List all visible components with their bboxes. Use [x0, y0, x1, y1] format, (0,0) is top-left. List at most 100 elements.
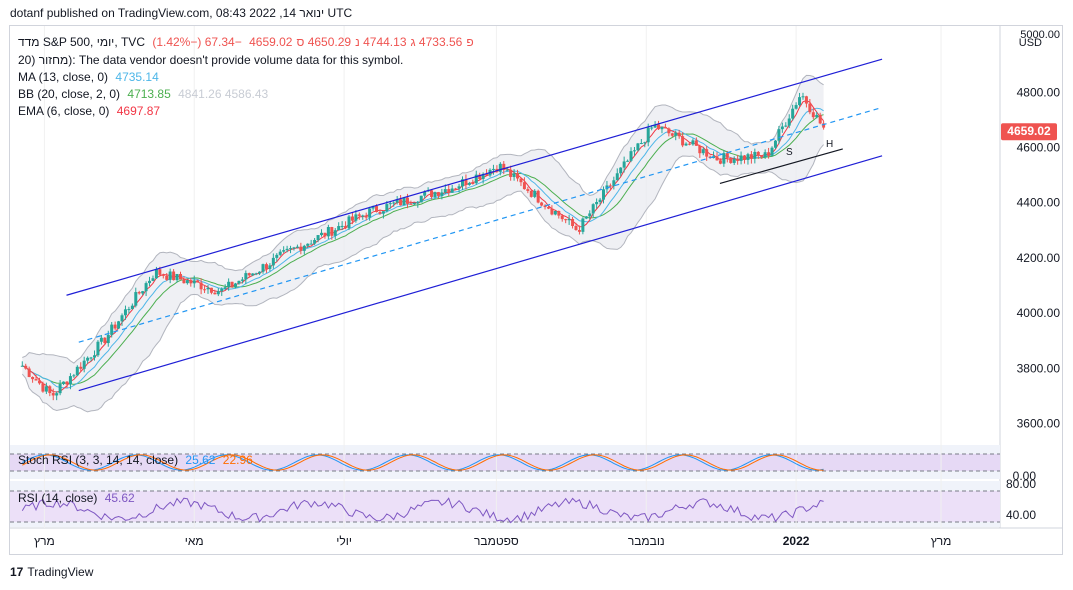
candle-body: [350, 216, 354, 221]
time-axis-label: מאי: [185, 534, 204, 548]
tradingview-logo-icon: 17: [10, 565, 24, 579]
open-label: פ: [466, 35, 474, 49]
candle-body: [72, 375, 76, 377]
candle-body: [354, 214, 358, 221]
candle-body: [423, 191, 427, 196]
candle-body: [653, 124, 657, 128]
bb-label: BB (20, close, 2, 0): [18, 87, 121, 101]
candle-body: [168, 271, 172, 280]
candle-body: [811, 112, 815, 118]
candle-body: [660, 126, 664, 130]
candle-body: [388, 203, 392, 205]
candle-body: [780, 126, 784, 130]
candle-body: [189, 280, 193, 284]
time-axis-label: מרץ: [931, 534, 952, 548]
candle-body: [691, 140, 695, 145]
candle-body: [608, 185, 612, 187]
symbol-legend: מדד S&P 500, יומי, TVC פ4733.56 ג4744.13…: [18, 35, 474, 49]
candle-body: [646, 127, 650, 143]
ma-label: MA (13, close, 0): [18, 70, 109, 84]
candle-body: [760, 155, 764, 158]
candle-body: [385, 204, 389, 212]
candle-body: [519, 178, 523, 183]
neckline: [719, 148, 843, 184]
candle-body: [134, 292, 138, 306]
candle-body: [31, 377, 35, 380]
candle-body: [127, 309, 131, 311]
candle-body: [450, 188, 454, 193]
candle-body: [526, 189, 530, 191]
brand-name: TradingView: [27, 565, 94, 579]
candle-body: [337, 226, 341, 231]
low-value: 4650.29: [307, 35, 352, 49]
candle-body: [815, 114, 819, 118]
candle-body: [567, 218, 571, 221]
ma-line: [22, 107, 824, 389]
rsi-tick-label: 40.00: [1006, 508, 1036, 522]
candle-body: [471, 182, 475, 184]
candle-body: [106, 334, 110, 344]
candle-body: [725, 153, 729, 158]
currency-label: USD: [1019, 37, 1042, 49]
candle-body: [457, 186, 461, 189]
candle-body: [268, 265, 272, 269]
candle-body: [141, 291, 145, 294]
candle-body: [44, 386, 48, 392]
candle-body: [591, 204, 595, 214]
candle-body: [20, 365, 24, 367]
candle-body: [37, 380, 41, 384]
candle-body: [344, 225, 348, 229]
candle-body: [736, 158, 740, 161]
candle-body: [58, 384, 62, 394]
candle-body: [612, 180, 616, 186]
candle-body: [818, 114, 822, 124]
candle-body: [749, 154, 753, 159]
candle-body: [715, 156, 719, 161]
candle-body: [82, 360, 86, 369]
candle-body: [237, 280, 241, 284]
candle-body: [505, 169, 509, 171]
candle-body: [419, 195, 423, 203]
candle-body: [584, 216, 588, 219]
candle-body: [161, 274, 165, 276]
rsi-line: [21, 497, 824, 524]
price-tick-label: 4600.00: [1017, 141, 1061, 155]
candle-body: [536, 190, 540, 203]
candle-body: [258, 271, 262, 274]
candle-body: [299, 246, 303, 251]
candle-body: [436, 192, 440, 196]
bb-bands-faded: 4841.26 4586.43: [178, 87, 269, 101]
candle-body: [199, 282, 203, 290]
candle-body: [560, 215, 564, 220]
candle-body: [264, 264, 268, 269]
candle-body: [209, 287, 213, 293]
candle-body: [571, 218, 575, 226]
candle-body: [681, 136, 685, 146]
candle-body: [595, 201, 599, 205]
channel-lower-line: [78, 155, 883, 392]
candle-body: [667, 128, 671, 134]
price-tick-label: 4200.00: [1017, 251, 1061, 265]
candle-body: [674, 132, 678, 136]
ema-value: 4697.87: [116, 104, 161, 118]
head-annotation: H: [826, 139, 833, 150]
candle-body: [804, 96, 808, 104]
channel-upper-line: [66, 58, 883, 296]
high-label: ג: [410, 35, 416, 49]
last-price-tag: [1001, 123, 1057, 141]
candle-body: [543, 205, 547, 208]
candle-body: [512, 173, 516, 177]
candle-body: [650, 127, 654, 129]
candle-body: [461, 179, 465, 187]
candle-body: [175, 273, 179, 281]
stoch-legend: Stoch RSI (3, 3, 14, 14, close) 25.62 22…: [18, 453, 257, 467]
candle-body: [454, 188, 458, 190]
symbol-name: מדד S&P 500, יומי, TVC: [18, 35, 145, 49]
candle-body: [698, 145, 702, 154]
candle-body: [794, 105, 798, 109]
candle-body: [378, 212, 382, 214]
candle-body: [282, 250, 286, 252]
candle-body: [485, 173, 489, 176]
footer[interactable]: 17 TradingView: [10, 565, 93, 579]
candle-body: [192, 280, 196, 284]
